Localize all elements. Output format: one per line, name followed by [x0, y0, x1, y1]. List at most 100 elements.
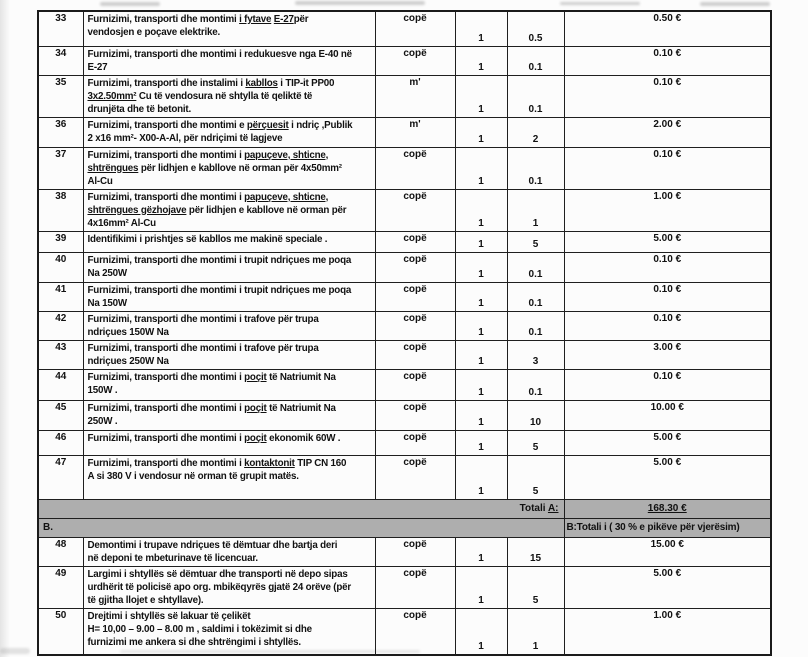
unit-cell: copë — [374, 146, 456, 190]
table-row: 48 Demontimi i trupave ndriçues të dëmtua… — [37, 536, 772, 567]
qty1-cell: 1 — [454, 565, 508, 609]
qty2-cell: 5 — [506, 429, 565, 456]
qty1-cell: 1 — [454, 45, 508, 76]
unit-price-cell: 0.10 € — [563, 74, 772, 118]
total-a-label: Totali A: — [37, 498, 565, 519]
description-cell: Demontimi i trupave ndriçues të dëmtuar … — [82, 536, 376, 567]
row-number-cell: 35 — [37, 74, 84, 118]
unit-cell: copë — [374, 188, 456, 232]
scan-artifact — [295, 1, 425, 5]
unit-price-cell: 0.50 € — [563, 10, 772, 47]
qty2-cell: 0.5 — [506, 10, 565, 47]
table-row: 34 Furnizimi, transporti dhe montimi i re… — [37, 45, 772, 76]
description-cell: Drejtimi i shtyllës së lakuar të çelikët… — [82, 607, 376, 656]
unit-price-cell: 1.00 € — [563, 607, 772, 656]
table-row: 45 Furnizimi, transporti dhe montimi i po… — [37, 399, 772, 431]
section-b-row: B. B:Totali i ( 30 % e pikëve për vjerës… — [37, 517, 772, 538]
row-number-cell: 44 — [37, 368, 84, 401]
unit-price-cell: 0.10 € — [563, 251, 772, 283]
description-cell: Identifikimi i prishtjes së kabllos me m… — [82, 230, 376, 253]
table-row: 39 Identifikimi i prishtjes së kabllos me… — [37, 230, 772, 253]
description-cell: Furnizimi, transporti dhe montimi i papu… — [82, 146, 376, 190]
section-a-rows: 33 Furnizimi, transporti dhe montimi i fy… — [37, 10, 772, 500]
row-number-cell: 49 — [37, 565, 84, 609]
qty1-cell: 1 — [454, 116, 508, 148]
table-row: 35 Furnizimi, transporti dhe instalimi i … — [37, 74, 772, 118]
qty2-cell: 2 — [506, 116, 565, 148]
qty2-cell: 0.1 — [506, 45, 565, 76]
description-cell: Furnizimi, transporti dhe montimi i kont… — [82, 454, 376, 500]
table-row: 42 Furnizimi, transporti dhe montimi i tr… — [37, 310, 772, 341]
table-row: 47 Furnizimi, transporti dhe montimi i ko… — [37, 454, 772, 500]
qty2-cell: 15 — [506, 536, 565, 567]
unit-price-cell: 0.10 € — [563, 310, 772, 341]
unit-price-cell: 1.00 € — [563, 188, 772, 232]
total-a-row: Totali A: 168.30 € — [37, 498, 772, 519]
qty2-cell: 5 — [506, 454, 565, 500]
qty1-cell: 1 — [454, 74, 508, 118]
unit-cell: copë — [374, 281, 456, 312]
qty1-cell: 1 — [454, 310, 508, 341]
table-row: 36 Furnizimi, transporti dhe montimi e pë… — [37, 116, 772, 148]
qty2-cell: 1 — [506, 188, 565, 232]
table-row: 38 Furnizimi, transporti dhe montimi i pa… — [37, 188, 772, 232]
unit-price-cell: 5.00 € — [563, 565, 772, 609]
table-row: 37 Furnizimi, transporti dhe montimi i pa… — [37, 146, 772, 190]
qty1-cell: 1 — [454, 251, 508, 283]
row-number-cell: 38 — [37, 188, 84, 232]
section-b-label: B. — [37, 517, 565, 538]
description-cell: Furnizimi, transporti dhe montimi i traf… — [82, 310, 376, 341]
row-number-cell: 47 — [37, 454, 84, 500]
qty2-cell: 5 — [506, 230, 565, 253]
qty1-cell: 1 — [454, 10, 508, 47]
unit-price-cell: 0.10 € — [563, 146, 772, 190]
unit-price-cell: 2.00 € — [563, 116, 772, 148]
description-cell: Furnizimi, transporti dhe montimi i trup… — [82, 281, 376, 312]
table-row: 46 Furnizimi, transporti dhe montimi i po… — [37, 429, 772, 456]
row-number-cell: 40 — [37, 251, 84, 283]
row-number-cell: 45 — [37, 399, 84, 431]
qty2-cell: 0.1 — [506, 251, 565, 283]
description-cell: Furnizimi, transporti dhe montimi i traf… — [82, 339, 376, 370]
row-number-cell: 41 — [37, 281, 84, 312]
row-number-cell: 46 — [37, 429, 84, 456]
row-number-cell: 42 — [37, 310, 84, 341]
scan-artifact — [700, 2, 770, 6]
unit-cell: copë — [374, 339, 456, 370]
qty1-cell: 1 — [454, 429, 508, 456]
unit-price-cell: 3.00 € — [563, 339, 772, 370]
unit-cell: copë — [374, 251, 456, 283]
qty2-cell: 3 — [506, 339, 565, 370]
description-cell: Furnizimi, transporti dhe montimi i redu… — [82, 45, 376, 76]
unit-price-cell: 5.00 € — [563, 230, 772, 253]
scanner-edge-shading — [0, 0, 10, 657]
unit-cell: copë — [374, 429, 456, 456]
description-cell: Furnizimi, transporti dhe montimi i poçi… — [82, 368, 376, 401]
qty1-cell: 1 — [454, 146, 508, 190]
qty1-cell: 1 — [454, 368, 508, 401]
row-number-cell: 33 — [37, 10, 84, 47]
qty1-cell: 1 — [454, 399, 508, 431]
unit-price-cell: 5.00 € — [563, 454, 772, 500]
unit-cell: m' — [374, 74, 456, 118]
unit-price-cell: 0.10 € — [563, 368, 772, 401]
scan-artifact — [560, 2, 640, 5]
qty1-cell: 1 — [454, 339, 508, 370]
qty2-cell: 10 — [506, 399, 565, 431]
qty1-cell: 1 — [454, 281, 508, 312]
unit-cell: copë — [374, 368, 456, 401]
row-number-cell: 36 — [37, 116, 84, 148]
description-cell: Furnizimi, transporti dhe montimi e përç… — [82, 116, 376, 148]
row-number-cell: 39 — [37, 230, 84, 253]
row-number-cell: 43 — [37, 339, 84, 370]
scan-artifact — [100, 2, 160, 6]
unit-cell: copë — [374, 310, 456, 341]
unit-price-cell: 0.10 € — [563, 45, 772, 76]
unit-cell: copë — [374, 536, 456, 567]
section-b-rows: 48 Demontimi i trupave ndriçues të dëmtua… — [37, 536, 772, 656]
qty1-cell: 1 — [454, 607, 508, 656]
description-cell: Furnizimi, transporti dhe montimi i poçi… — [82, 399, 376, 431]
qty2-cell: 0.1 — [506, 281, 565, 312]
qty2-cell: 0.1 — [506, 146, 565, 190]
unit-cell: copë — [374, 565, 456, 609]
